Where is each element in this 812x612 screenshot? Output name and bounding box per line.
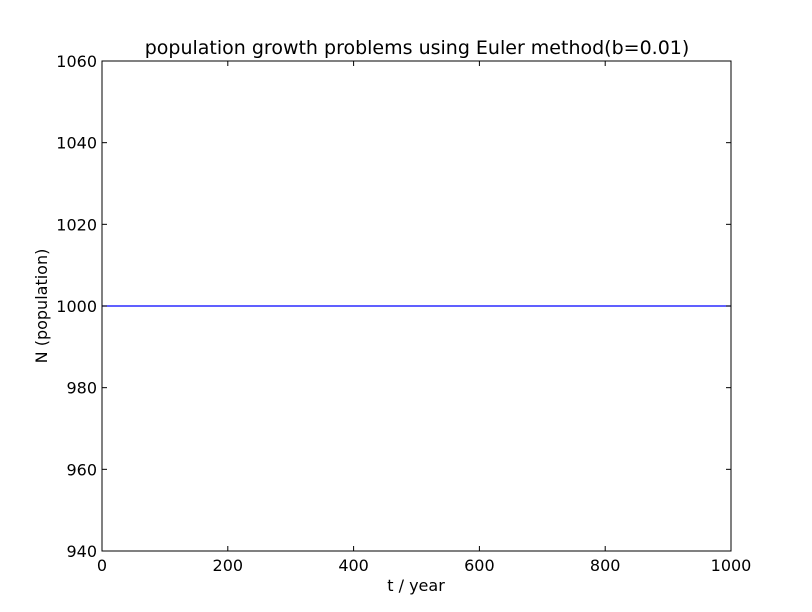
- y-tick-label: 980: [66, 379, 97, 398]
- y-tick-label: 1060: [56, 52, 97, 71]
- x-tick-label: 0: [97, 556, 107, 575]
- y-tick-label: 1020: [56, 215, 97, 234]
- x-tick-label: 800: [590, 556, 621, 575]
- y-tick-label: 940: [66, 542, 97, 561]
- y-tick-label: 1000: [56, 297, 97, 316]
- plot-area: 0 200 400 600 800 1000 940 960 980 1000 1020 1040 10…: [56, 52, 751, 575]
- x-tick-label: 600: [464, 556, 495, 575]
- x-tick-label: 1000: [711, 556, 752, 575]
- y-tick-label: 960: [66, 460, 97, 479]
- x-tick-label: 400: [338, 556, 369, 575]
- x-axis-label: t / year: [387, 576, 445, 595]
- y-tick-label: 1040: [56, 134, 97, 153]
- chart-title: population growth problems using Euler m…: [145, 37, 690, 59]
- x-tick-label: 200: [213, 556, 244, 575]
- y-axis-label: N (population): [32, 249, 51, 364]
